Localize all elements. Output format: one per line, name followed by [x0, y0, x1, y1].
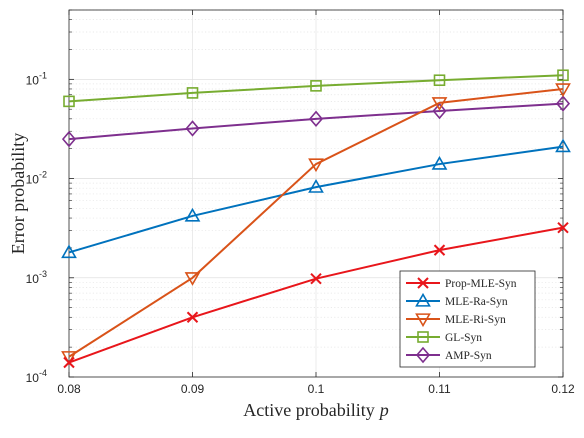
data-point-mle-ra-syn: [431, 155, 448, 170]
legend-item-prop-mle-syn: Prop-MLE-Syn: [406, 277, 517, 290]
x-marker-stroke: [433, 244, 446, 256]
series-line-mle-ra-syn: [68, 145, 564, 254]
series-line-amp-syn: [68, 102, 564, 141]
data-point-mle-ra-syn: [184, 207, 201, 222]
data-point-gl-syn: [557, 69, 569, 82]
y-tick-label-exponent: -3: [39, 269, 47, 279]
y-tick-label-base: 10: [26, 173, 40, 187]
data-point-amp-syn: [432, 102, 447, 120]
series-amp-syn: [61, 95, 571, 148]
data-point-mle-ra-syn: [61, 244, 77, 259]
data-point-prop-mle-syn: [433, 244, 446, 256]
x-marker-stroke: [557, 221, 569, 234]
legend-label: GL-Syn: [445, 332, 482, 344]
data-point-mle-ri-syn: [308, 158, 324, 173]
y-tick-label-exponent: -2: [39, 170, 47, 180]
x-axis-variable: p: [378, 400, 389, 420]
x-marker-stroke: [417, 277, 429, 289]
legend-marker: [415, 292, 431, 307]
legend-marker: [417, 331, 429, 343]
data-point-prop-mle-syn: [310, 272, 322, 285]
data-point-mle-ri-syn: [431, 97, 448, 111]
y-tick-label-base: 10: [26, 73, 40, 87]
series-prop-mle-syn: [63, 221, 569, 369]
series-line-mle-ri-syn: [68, 87, 564, 358]
legend-item-mle-ra-syn: MLE-Ra-Syn: [406, 292, 508, 308]
y-tick-label-base: 10: [26, 371, 40, 385]
series-mle-ra-syn: [61, 138, 571, 259]
legend: Prop-MLE-Syn MLE-Ra-Syn MLE-Ri-Syn GL-Syn AM…: [399, 270, 536, 368]
data-point-gl-syn: [310, 80, 322, 92]
y-tick-label: 10-2: [26, 170, 47, 187]
y-tick-label: 10-1: [26, 70, 47, 87]
data-point-mle-ri-syn: [555, 83, 571, 98]
legend-item-gl-syn: GL-Syn: [406, 331, 482, 344]
data-point-gl-syn: [186, 87, 199, 99]
data-point-gl-syn: [433, 74, 446, 87]
legend-label: MLE-Ri-Syn: [445, 314, 506, 326]
x-tick-label: 0.08: [57, 382, 81, 396]
x-marker-stroke: [63, 356, 75, 369]
data-point-mle-ri-syn: [184, 272, 201, 286]
legend-marker: [415, 346, 431, 364]
y-tick-label-exponent: -4: [39, 368, 47, 378]
x-tick-label: 0.11: [428, 382, 451, 396]
data-point-amp-syn: [308, 110, 324, 128]
legend-marker: [415, 313, 431, 328]
legend-item-mle-ri-syn: MLE-Ri-Syn: [406, 313, 506, 328]
x-tick-label: 0.12: [551, 382, 575, 396]
x-marker-stroke: [310, 272, 322, 285]
legend-item-amp-syn: AMP-Syn: [406, 346, 492, 364]
series-line-gl-syn: [68, 74, 564, 103]
series-mle-ri-syn: [61, 83, 571, 365]
legend-label: MLE-Ra-Syn: [445, 296, 508, 308]
y-axis-title: Error probability: [8, 133, 28, 254]
data-point-gl-syn: [63, 95, 75, 108]
data-point-amp-syn: [555, 95, 571, 112]
data-point-amp-syn: [61, 130, 77, 148]
x-marker-stroke: [186, 311, 199, 323]
x-axis-title-text: Active probability: [243, 400, 374, 420]
y-tick-label-base: 10: [26, 272, 40, 286]
x-tick-label: 0.09: [181, 382, 205, 396]
legend-label: AMP-Syn: [445, 350, 492, 362]
data-point-prop-mle-syn: [186, 311, 199, 323]
series-layer: [61, 69, 571, 369]
data-point-mle-ra-syn: [308, 179, 324, 193]
x-axis-title: Active probability p: [243, 400, 388, 420]
data-point-prop-mle-syn: [63, 356, 75, 369]
y-tick-label: 10-4: [26, 368, 47, 385]
legend-label: Prop-MLE-Syn: [445, 278, 517, 290]
y-tick-label: 10-3: [26, 269, 47, 286]
legend-marker: [417, 277, 429, 289]
data-point-mle-ra-syn: [555, 138, 571, 153]
data-point-prop-mle-syn: [557, 221, 569, 234]
data-point-mle-ri-syn: [61, 351, 77, 365]
x-tick-label: 0.1: [308, 382, 325, 396]
data-point-amp-syn: [185, 120, 200, 137]
series-gl-syn: [63, 69, 569, 108]
y-tick-label-exponent: -1: [39, 70, 47, 80]
